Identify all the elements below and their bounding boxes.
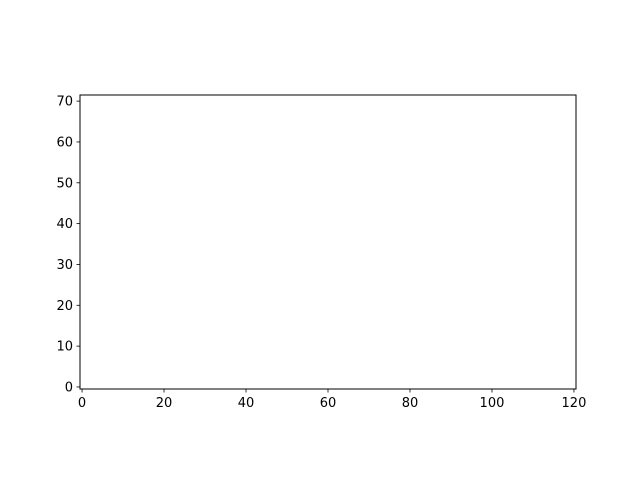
y-tick-label: 20 bbox=[56, 299, 73, 314]
y-tick-label: 30 bbox=[56, 258, 73, 273]
x-tick-label: 0 bbox=[78, 396, 86, 411]
y-tick-label: 40 bbox=[56, 217, 73, 232]
y-tick-label: 0 bbox=[65, 380, 73, 395]
x-tick-label: 20 bbox=[156, 396, 173, 411]
y-tick-label: 50 bbox=[56, 176, 73, 191]
x-tick-label: 80 bbox=[402, 396, 419, 411]
y-tick-label: 10 bbox=[56, 340, 73, 355]
x-tick-label: 100 bbox=[480, 396, 505, 411]
x-tick-label: 60 bbox=[320, 396, 337, 411]
y-tick-label: 60 bbox=[56, 135, 73, 150]
plot-area bbox=[80, 95, 576, 389]
y-tick-label: 70 bbox=[56, 95, 73, 110]
x-tick-label: 120 bbox=[562, 396, 587, 411]
x-tick-label: 40 bbox=[238, 396, 255, 411]
